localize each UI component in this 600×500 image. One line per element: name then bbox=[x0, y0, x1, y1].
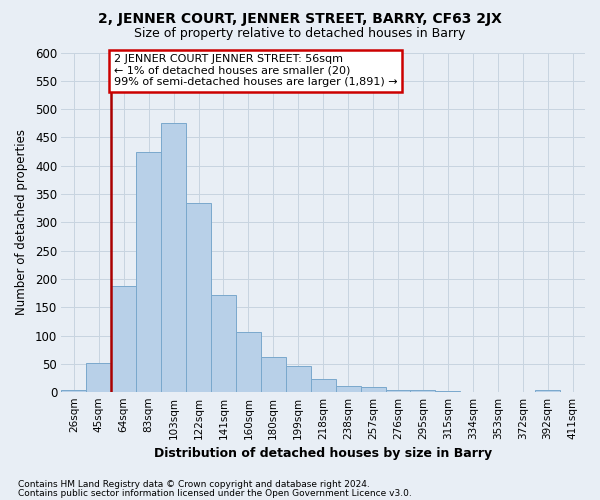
Bar bbox=[136, 152, 161, 392]
Bar bbox=[61, 390, 86, 392]
Bar bbox=[311, 379, 335, 392]
Text: Contains public sector information licensed under the Open Government Licence v3: Contains public sector information licen… bbox=[18, 488, 412, 498]
Bar bbox=[261, 358, 286, 392]
Y-axis label: Number of detached properties: Number of detached properties bbox=[15, 130, 28, 316]
Bar bbox=[211, 295, 236, 392]
Text: 2, JENNER COURT, JENNER STREET, BARRY, CF63 2JX: 2, JENNER COURT, JENNER STREET, BARRY, C… bbox=[98, 12, 502, 26]
Bar bbox=[236, 332, 261, 392]
Bar bbox=[335, 386, 361, 392]
Bar bbox=[386, 390, 410, 392]
Text: Size of property relative to detached houses in Barry: Size of property relative to detached ho… bbox=[134, 28, 466, 40]
Text: Contains HM Land Registry data © Crown copyright and database right 2024.: Contains HM Land Registry data © Crown c… bbox=[18, 480, 370, 489]
Bar bbox=[436, 391, 460, 392]
Bar bbox=[410, 390, 436, 392]
Text: 2 JENNER COURT JENNER STREET: 56sqm
← 1% of detached houses are smaller (20)
99%: 2 JENNER COURT JENNER STREET: 56sqm ← 1%… bbox=[114, 54, 397, 88]
Bar bbox=[535, 390, 560, 392]
Bar bbox=[361, 388, 386, 392]
Bar bbox=[161, 124, 186, 392]
Bar bbox=[86, 363, 111, 392]
X-axis label: Distribution of detached houses by size in Barry: Distribution of detached houses by size … bbox=[154, 447, 492, 460]
Bar bbox=[186, 202, 211, 392]
Bar bbox=[286, 366, 311, 392]
Bar bbox=[111, 286, 136, 393]
